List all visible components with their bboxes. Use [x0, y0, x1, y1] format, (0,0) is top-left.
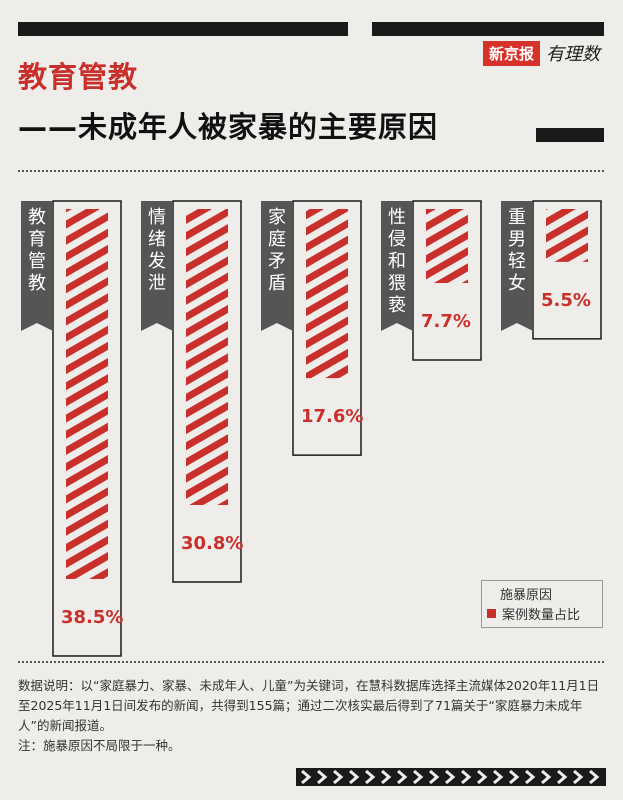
category-tab [141, 201, 173, 331]
chevron-mark [413, 769, 424, 785]
category-label: 教 育 管 教 [28, 207, 46, 294]
legend-entry: 案例数量占比 [487, 604, 580, 623]
value-label: 5.5% [541, 289, 591, 311]
chevron-mark [429, 769, 440, 785]
divider-bottom [18, 661, 604, 663]
divider-top [18, 170, 604, 172]
bar [306, 209, 348, 379]
legend-swatch [487, 609, 496, 618]
chevron-mark [493, 769, 504, 785]
notes-text: 数据说明：以“家庭暴力、家暴、未成年人、儿童”为关键词，在慧科数据库选择主流媒体… [18, 678, 600, 733]
title-right-black-bar [536, 128, 604, 142]
chevron-mark [333, 769, 344, 785]
bar-chart [21, 200, 602, 657]
chevron-mark [557, 769, 568, 785]
chevron-decoration [296, 768, 606, 786]
brand-name: 新京报 [483, 40, 541, 66]
chevron-mark [381, 769, 392, 785]
chevron-mark [541, 769, 552, 785]
notes-note: 注：施暴原因不局限于一种。 [18, 738, 181, 753]
chevron-mark [589, 769, 600, 785]
legend-entry-label: 案例数量占比 [502, 608, 581, 623]
bar-frame [172, 200, 242, 583]
category-tab [21, 201, 53, 331]
category-tab [501, 201, 533, 331]
chevron-mark [397, 769, 408, 785]
chevron-mark [301, 769, 312, 785]
category-tab [381, 201, 413, 331]
brand-logo: 新京报 有理数 [483, 40, 600, 66]
chevron-mark [509, 769, 520, 785]
value-label: 7.7% [421, 310, 471, 332]
category-label: 家 庭 矛 盾 [268, 207, 286, 294]
chevron-mark [525, 769, 536, 785]
chevron-mark [365, 769, 376, 785]
value-label: 17.6% [301, 406, 364, 428]
legend-title: 施暴原因 [500, 588, 553, 603]
data-notes: 数据说明：以“家庭暴力、家暴、未成年人、儿童”为关键词，在慧科数据库选择主流媒体… [18, 676, 608, 756]
legend: 施暴原因 案例数量占比 [481, 580, 603, 628]
title-line1: 教育管教 [18, 60, 139, 94]
bar-frame [52, 200, 122, 657]
category-tab [261, 201, 293, 331]
top-right-black-bar [372, 22, 604, 36]
bar [426, 209, 468, 283]
bar [66, 209, 108, 579]
chevron-mark [461, 769, 472, 785]
category-label: 重 男 轻 女 [508, 207, 526, 294]
top-left-black-bar [18, 22, 348, 36]
title-line2: ——未成年人被家暴的主要原因 [18, 110, 439, 144]
value-label: 38.5% [61, 606, 124, 628]
category-label: 情 绪 发 泄 [148, 207, 166, 294]
bar [546, 209, 588, 262]
chevron-mark [317, 769, 328, 785]
value-label: 30.8% [181, 532, 244, 554]
chevron-mark [349, 769, 360, 785]
bar [186, 209, 228, 505]
brand-sub: 有理数 [546, 44, 601, 65]
chevron-mark [573, 769, 584, 785]
chevron-mark [477, 769, 488, 785]
chevron-mark [445, 769, 456, 785]
category-label: 性 侵 和 猥 亵 [388, 207, 406, 316]
